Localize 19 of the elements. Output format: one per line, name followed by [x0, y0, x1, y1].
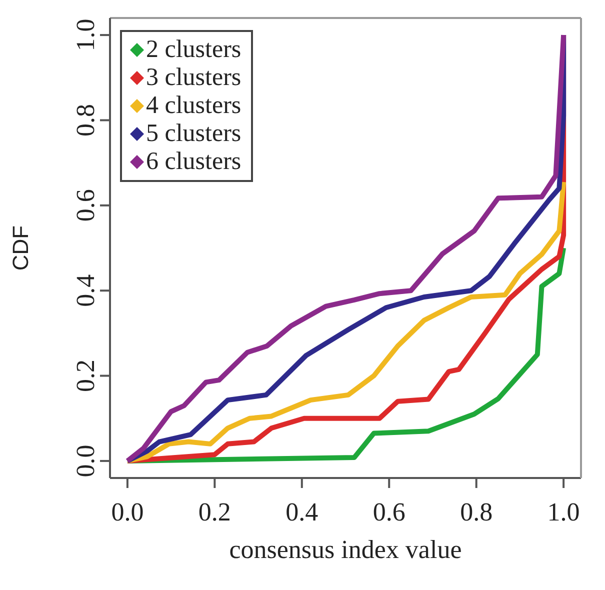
x-tick-label: 0.4	[286, 497, 318, 526]
legend-label: 4 clusters	[146, 92, 242, 120]
y-tick-label: 1.0	[71, 18, 100, 52]
y-tick-label: 0.6	[71, 189, 100, 222]
legend-label: 5 clusters	[146, 120, 242, 148]
x-axis-title: consensus index value	[229, 535, 462, 564]
y-tick-label: 0.0	[71, 444, 100, 478]
legend-label: 6 clusters	[146, 148, 242, 176]
y-axis-title: CDF	[8, 225, 33, 271]
x-tick-label: 0.0	[111, 497, 144, 526]
x-tick-label: 0.8	[460, 497, 493, 526]
y-tick-label: 0.8	[71, 104, 100, 136]
y-tick-label: 0.2	[71, 360, 100, 392]
legend-label: 2 clusters	[146, 36, 242, 64]
x-tick-label: 0.2	[198, 497, 231, 526]
legend-label: 3 clusters	[146, 64, 242, 92]
y-tick-label: 0.4	[71, 274, 100, 307]
x-tick-label: 0.6	[372, 497, 406, 526]
x-tick-label: 1.0	[547, 497, 580, 526]
